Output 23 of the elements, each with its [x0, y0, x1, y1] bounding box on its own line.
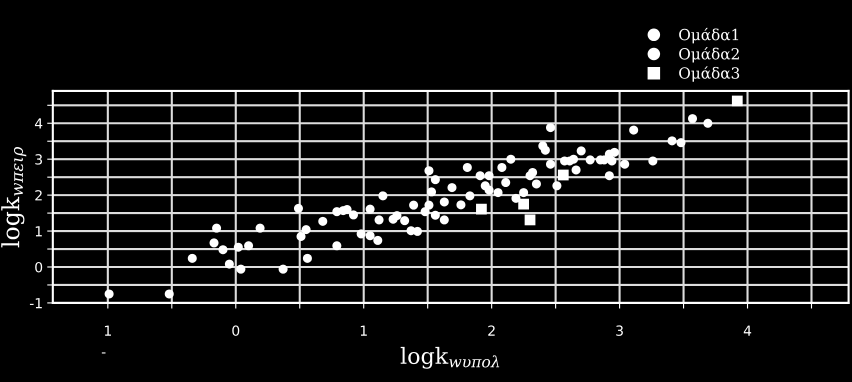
point	[558, 170, 569, 180]
legend-label: Ομάδα1	[679, 28, 738, 44]
legend-label: Ομάδα2	[679, 47, 739, 63]
y-tick-label: 0	[35, 262, 42, 272]
legend-label: Ομάδα3	[679, 66, 740, 82]
y-tick-label: -1	[30, 298, 42, 308]
x-tick-label: 1	[104, 326, 111, 336]
y-tick-label: 3	[35, 154, 42, 165]
x-tick-label: 0	[232, 325, 240, 336]
y-axis-title: logk$_{wπειρ}$	[1, 146, 26, 248]
y-tick-label: 4	[34, 118, 42, 129]
x-tick-label: 1	[360, 326, 367, 336]
x-tick-label: 4	[744, 326, 752, 336]
text: -	[102, 352, 106, 354]
x-tick-label: 2	[488, 325, 495, 336]
point	[518, 198, 530, 210]
x-tick-label: 3	[616, 325, 623, 336]
x-axis-title: logk$_{wυπολ}$	[400, 346, 500, 369]
point	[524, 214, 536, 226]
y-tick-label: 1	[36, 226, 42, 236]
y-tick-label: 2	[35, 190, 42, 200]
point	[732, 96, 743, 106]
point	[476, 204, 487, 215]
